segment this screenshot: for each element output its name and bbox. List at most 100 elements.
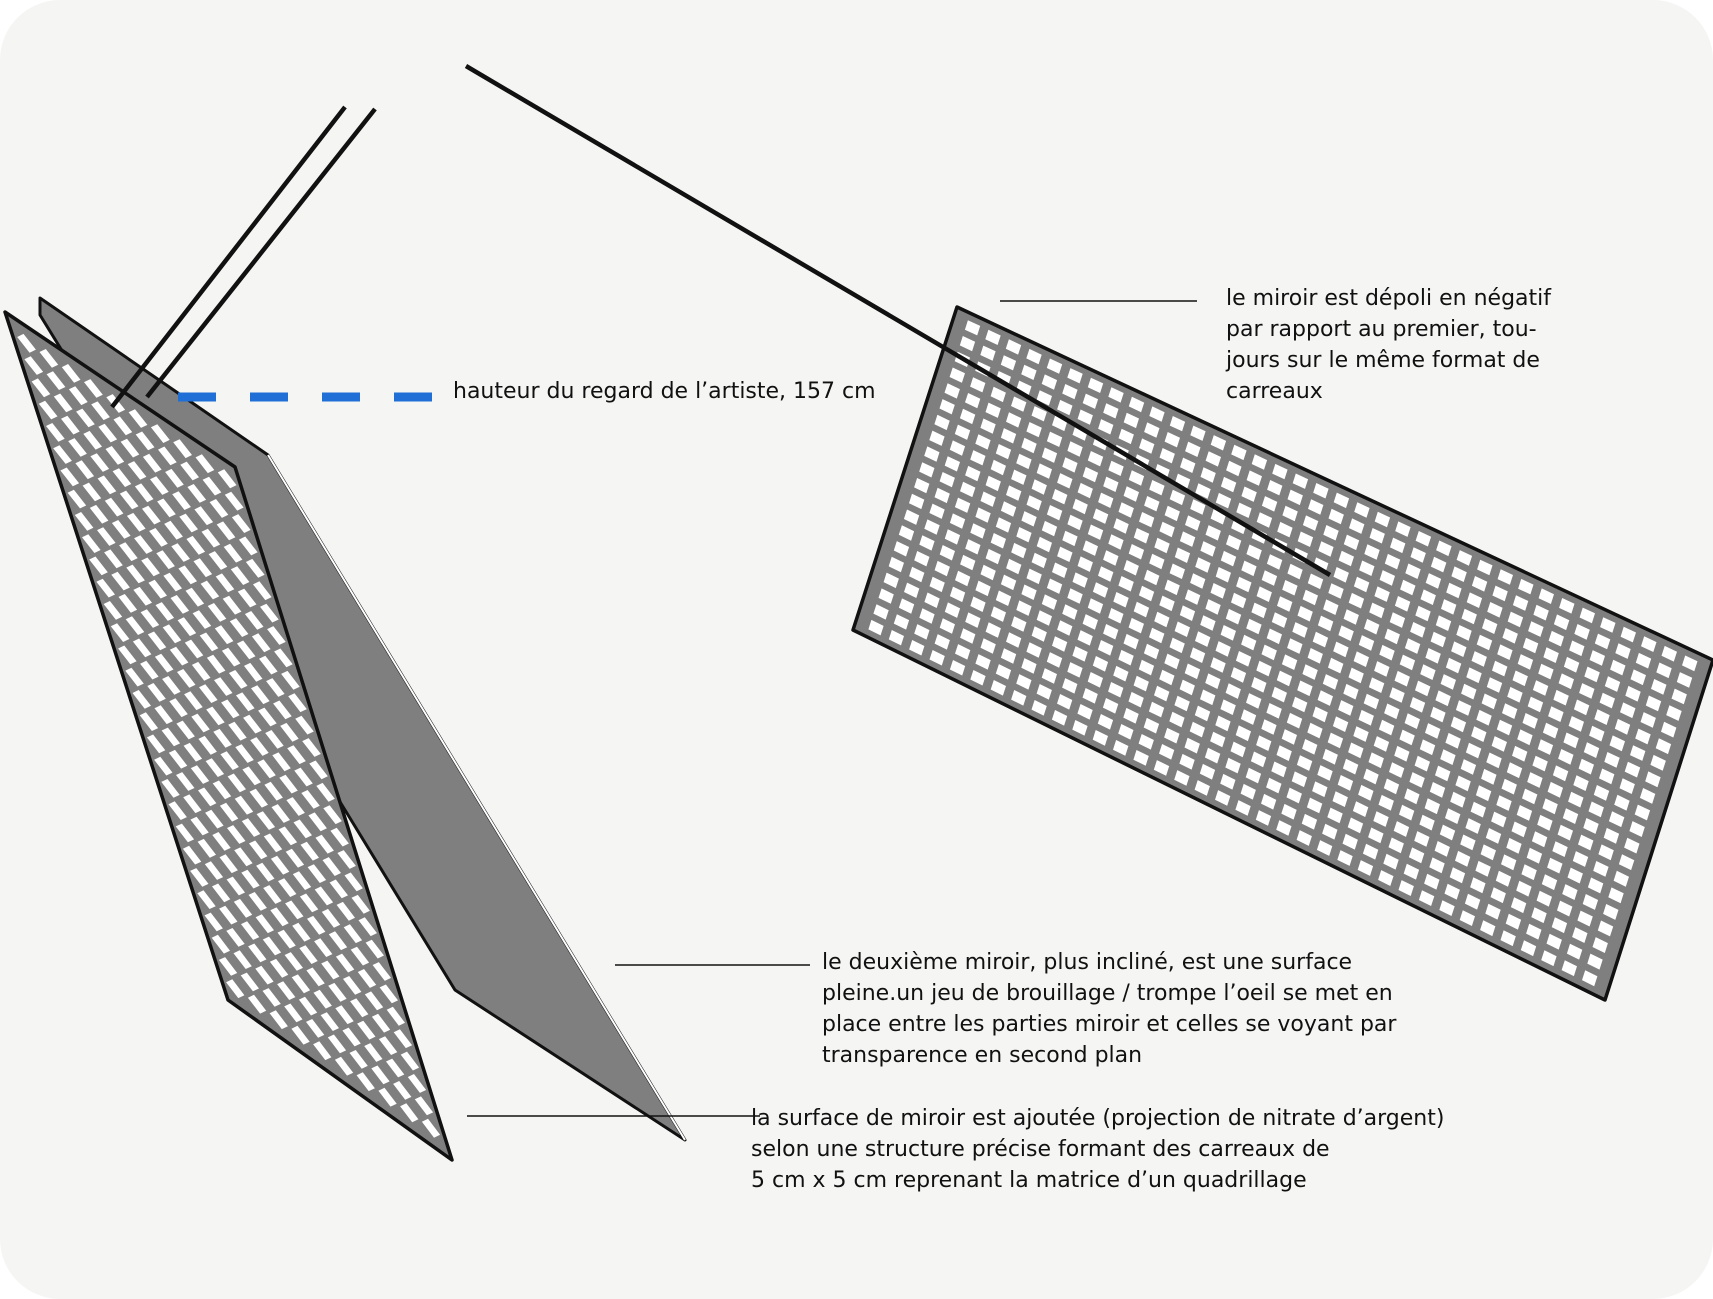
third-mirror-tile <box>1522 637 1539 654</box>
third-mirror-tile <box>1476 634 1493 651</box>
first-mirror-tile <box>89 504 109 524</box>
third-mirror-tile <box>1510 897 1527 914</box>
third-mirror-tile <box>1512 745 1528 762</box>
first-mirror-tile <box>164 520 183 540</box>
first-mirror-tile <box>241 818 261 837</box>
third-mirror-tile <box>934 560 950 577</box>
first-mirror-tile <box>249 840 268 860</box>
third-mirror-tile <box>1451 566 1467 582</box>
third-mirror-tile <box>1072 646 1088 662</box>
third-mirror-tile <box>970 450 986 466</box>
first-mirror-tile <box>227 825 246 844</box>
first-mirror-tile <box>294 767 313 787</box>
third-mirror-tile <box>1410 622 1426 638</box>
third-mirror-tile <box>1614 718 1631 735</box>
third-mirror-tile <box>1517 729 1533 746</box>
first-mirror-tile <box>168 801 187 820</box>
first-mirror-tile <box>343 976 362 995</box>
third-mirror-tile <box>1475 785 1492 802</box>
first-mirror-tile <box>274 648 293 668</box>
third-mirror-tile <box>1541 950 1557 967</box>
first-mirror-tile <box>280 722 299 742</box>
third-mirror-tile <box>929 576 945 593</box>
third-mirror-tile <box>1297 605 1313 622</box>
third-mirror-tile <box>1169 563 1185 579</box>
third-mirror-tile <box>1538 663 1554 680</box>
third-mirror-tile <box>1613 870 1629 887</box>
third-mirror-tile <box>919 462 935 478</box>
first-mirror-tile <box>295 715 314 735</box>
third-mirror-tile <box>1369 528 1385 544</box>
third-mirror-tile <box>1374 511 1391 528</box>
first-mirror-tile <box>199 684 218 703</box>
third-mirror-tile <box>1041 374 1058 390</box>
third-mirror-tile <box>1501 854 1517 871</box>
third-mirror-tile <box>1021 658 1037 674</box>
third-mirror-tile <box>1501 778 1517 795</box>
third-mirror-tile <box>1286 787 1302 804</box>
third-mirror-tile <box>1169 489 1186 506</box>
third-mirror-tile <box>1092 656 1109 672</box>
first-mirror-tile <box>233 898 253 918</box>
first-mirror-tile <box>104 549 123 569</box>
third-mirror-tile <box>1461 608 1477 625</box>
third-mirror-tile <box>995 444 1012 460</box>
third-mirror-tile <box>1352 801 1369 817</box>
third-mirror-tile <box>1271 761 1287 778</box>
first-mirror-tile <box>351 894 370 914</box>
third-mirror-tile <box>1057 694 1073 710</box>
third-mirror-tile <box>1466 592 1483 608</box>
third-mirror-tile <box>1205 451 1221 467</box>
first-mirror-tile <box>208 551 228 570</box>
third-mirror-tile <box>1108 608 1124 624</box>
first-mirror-tile <box>264 781 283 801</box>
third-mirror-tile <box>1373 736 1390 752</box>
third-mirror-tile <box>1154 464 1170 480</box>
first-mirror-tile <box>315 834 334 854</box>
third-mirror-tile <box>1435 765 1451 782</box>
third-mirror-tile <box>1139 438 1155 454</box>
first-mirror-tile <box>140 609 160 628</box>
third-mirror-tile <box>1149 627 1165 644</box>
third-mirror-tile <box>1333 492 1350 509</box>
first-mirror-tile <box>321 960 340 980</box>
third-mirror-caption: le miroir est dépoli en négatif par rapp… <box>1226 286 1551 404</box>
first-mirror-tile <box>119 542 138 562</box>
first-mirror-tile <box>148 579 167 599</box>
third-mirror-tile <box>995 664 1012 680</box>
third-mirror-tile <box>1185 441 1201 457</box>
third-mirror-tile <box>1541 874 1558 891</box>
first-mirror-tile <box>314 938 333 957</box>
third-mirror-tile <box>1624 837 1640 854</box>
third-mirror-tile <box>1491 736 1507 752</box>
third-mirror-tile <box>1676 672 1693 688</box>
third-mirror-tile <box>1072 498 1088 515</box>
third-mirror-tile <box>1098 566 1114 582</box>
third-mirror-tile <box>1533 604 1549 621</box>
third-mirror-tile <box>1552 841 1568 857</box>
first-mirror-tile <box>313 989 332 1009</box>
third-mirror-tile <box>1276 820 1292 836</box>
first-mirror-tile <box>343 924 363 944</box>
third-mirror-tile <box>1041 447 1058 463</box>
first-mirror-tile <box>169 698 188 718</box>
third-mirror-tile <box>1016 453 1032 470</box>
third-mirror-tile <box>1220 625 1236 641</box>
third-mirror-tile <box>1522 788 1538 805</box>
third-mirror-tile <box>1322 748 1338 765</box>
first-mirror-tile <box>217 469 237 489</box>
third-mirror-tile <box>1490 887 1506 904</box>
first-mirror-tile <box>242 766 261 786</box>
first-mirror-tile <box>257 759 276 779</box>
third-mirror-tile <box>975 580 991 597</box>
first-mirror-tile <box>173 439 192 459</box>
third-mirror-tile <box>1353 651 1369 667</box>
third-mirror-tile <box>1434 841 1450 857</box>
third-mirror-tile <box>1006 485 1022 501</box>
first-mirror-tile <box>349 1050 368 1069</box>
first-mirror-tile <box>171 543 190 562</box>
first-mirror-tile <box>119 490 139 510</box>
first-mirror-tile <box>237 588 257 608</box>
third-mirror-tile <box>1077 704 1093 720</box>
third-mirror-tile <box>1225 608 1242 625</box>
